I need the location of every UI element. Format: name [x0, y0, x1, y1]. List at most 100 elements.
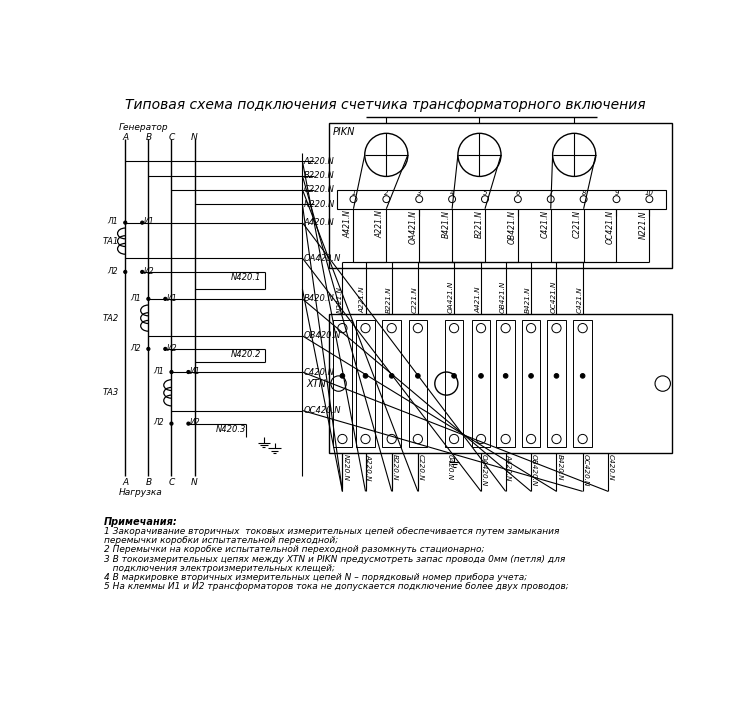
Circle shape — [163, 298, 167, 301]
Text: И1: И1 — [144, 217, 154, 227]
Text: 6: 6 — [516, 190, 520, 196]
Text: 8: 8 — [581, 190, 586, 196]
Text: OA421.N: OA421.N — [409, 211, 418, 245]
Text: B221.N: B221.N — [474, 211, 483, 238]
Text: 3: 3 — [417, 190, 422, 196]
Text: C220.N: C220.N — [418, 454, 424, 481]
Text: B: B — [145, 478, 151, 487]
Circle shape — [141, 221, 144, 224]
Text: OC421.N: OC421.N — [550, 280, 556, 313]
Text: A221.N: A221.N — [359, 286, 365, 313]
Text: C: C — [169, 478, 175, 487]
Circle shape — [147, 347, 150, 351]
Text: OB421.N: OB421.N — [508, 211, 517, 245]
Bar — [573, 320, 592, 446]
Text: 1 Закорачивание вторичных  токовых измерительных цепей обеспечивается путем замы: 1 Закорачивание вторичных токовых измери… — [104, 527, 559, 536]
Text: 10: 10 — [645, 190, 654, 196]
Bar — [472, 320, 490, 446]
Circle shape — [123, 221, 127, 224]
Bar — [383, 320, 401, 446]
Text: C420.N: C420.N — [304, 367, 335, 377]
Text: N220.N: N220.N — [304, 200, 335, 208]
Circle shape — [529, 374, 533, 378]
Text: N420.1: N420.1 — [230, 274, 261, 282]
Text: B421.N: B421.N — [441, 211, 450, 238]
Circle shape — [389, 374, 394, 378]
Text: OC421.N: OC421.N — [606, 211, 615, 245]
Circle shape — [554, 374, 559, 378]
Circle shape — [452, 374, 456, 378]
Text: A420.N: A420.N — [304, 218, 334, 227]
Circle shape — [479, 374, 483, 378]
Text: C220.N: C220.N — [304, 185, 335, 194]
Text: И2: И2 — [190, 418, 200, 428]
Circle shape — [416, 374, 420, 378]
Text: И1: И1 — [167, 293, 178, 303]
Text: ТА3: ТА3 — [102, 388, 118, 397]
Text: 2: 2 — [384, 190, 389, 196]
Text: 9: 9 — [614, 190, 619, 196]
Text: 0420.N: 0420.N — [447, 454, 453, 481]
Text: перемычки коробки испытательной переходной;: перемычки коробки испытательной переходн… — [104, 536, 338, 545]
Text: ТА2: ТА2 — [102, 314, 118, 322]
Circle shape — [141, 270, 144, 274]
Text: Л1: Л1 — [107, 217, 117, 227]
Bar — [356, 320, 375, 446]
Bar — [329, 314, 672, 453]
Circle shape — [163, 347, 167, 351]
Bar — [547, 320, 566, 446]
Text: A220.N: A220.N — [304, 157, 334, 166]
Text: ТА1: ТА1 — [102, 237, 118, 245]
Text: OA420.N: OA420.N — [481, 454, 487, 486]
Text: OA421.N: OA421.N — [448, 280, 454, 313]
Text: OB421.N: OB421.N — [500, 280, 506, 313]
Circle shape — [340, 374, 345, 378]
Text: C221.N: C221.N — [412, 286, 418, 313]
Text: Л1: Л1 — [153, 367, 163, 376]
Circle shape — [187, 422, 190, 425]
Bar — [333, 320, 352, 446]
Text: C221.N: C221.N — [573, 211, 582, 238]
Text: B420.N: B420.N — [556, 454, 562, 481]
Text: Генератор: Генератор — [119, 123, 169, 132]
Text: A: A — [122, 478, 128, 487]
Text: B220.N: B220.N — [304, 171, 334, 180]
Text: A221.N: A221.N — [376, 211, 385, 238]
Text: N420.2: N420.2 — [230, 351, 261, 359]
Text: N: N — [191, 478, 198, 487]
Circle shape — [503, 374, 508, 378]
Text: A421.N: A421.N — [343, 211, 352, 238]
Text: B420.N: B420.N — [304, 294, 334, 303]
Bar — [329, 123, 672, 268]
Bar — [409, 320, 427, 446]
Text: A: A — [122, 134, 128, 142]
Text: N420.3: N420.3 — [215, 425, 245, 434]
Text: И2: И2 — [167, 343, 178, 353]
Text: Типовая схема подключения счетчика трансформаторного включения: Типовая схема подключения счетчика транс… — [125, 98, 646, 112]
Text: B421.N: B421.N — [525, 286, 531, 313]
Bar — [337, 189, 666, 209]
Text: Л2: Л2 — [130, 343, 141, 353]
Text: A220.N: A220.N — [365, 454, 371, 481]
Text: C420.N: C420.N — [608, 454, 614, 481]
Text: B221.N: B221.N — [386, 286, 392, 313]
Text: 7: 7 — [548, 190, 553, 196]
Text: Л2: Л2 — [153, 418, 163, 428]
Circle shape — [170, 370, 173, 374]
Bar — [496, 320, 515, 446]
Text: И2: И2 — [144, 266, 154, 276]
Text: Л2: Л2 — [107, 266, 117, 276]
Text: Примечания:: Примечания: — [104, 517, 178, 527]
Text: 5: 5 — [483, 190, 487, 196]
Bar — [522, 320, 541, 446]
Circle shape — [581, 374, 585, 378]
Bar — [445, 320, 463, 446]
Text: 4: 4 — [450, 190, 454, 196]
Text: 1: 1 — [351, 190, 355, 196]
Circle shape — [123, 270, 127, 274]
Text: B220.N: B220.N — [392, 454, 398, 481]
Text: C421.N: C421.N — [540, 211, 549, 238]
Text: 2 Перемычки на коробке испытательной переходной разомкнуть стационарно;: 2 Перемычки на коробке испытательной пер… — [104, 545, 484, 554]
Text: OB420.N: OB420.N — [304, 331, 341, 340]
Text: N220.N: N220.N — [343, 454, 349, 481]
